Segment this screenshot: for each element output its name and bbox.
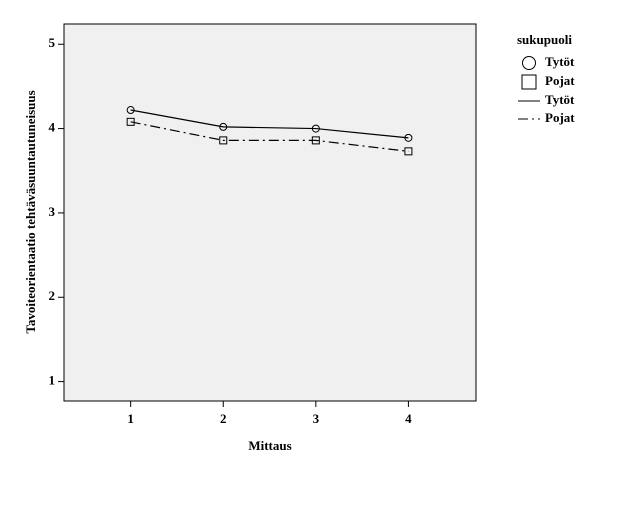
series-line	[130, 109, 409, 139]
legend-label: Pojat	[545, 110, 575, 125]
legend-marker	[522, 56, 536, 70]
x-tick-label: 3	[313, 411, 320, 426]
series-line	[130, 121, 409, 152]
legend-title: sukupuoli	[517, 32, 572, 47]
marker	[311, 124, 320, 133]
plot-area	[63, 23, 477, 402]
marker	[126, 117, 135, 126]
y-tick-label: 4	[49, 120, 56, 135]
legend-label: Tytöt	[545, 54, 575, 69]
marker	[311, 136, 320, 145]
marker	[404, 133, 413, 142]
y-tick-label: 3	[49, 204, 56, 219]
x-axis-label: Mittaus	[248, 438, 291, 453]
x-tick-label: 1	[127, 411, 134, 426]
x-tick-label: 2	[220, 411, 227, 426]
x-tick-label: 4	[405, 411, 412, 426]
marker	[219, 136, 228, 145]
y-tick-label: 5	[49, 35, 56, 50]
legend-label: Tytöt	[545, 92, 575, 107]
marker	[126, 106, 135, 115]
y-axis-label: Tavoiteorientaatio tehtäväsuuntautuneisu…	[23, 90, 38, 333]
y-tick-label: 1	[49, 373, 56, 388]
marker	[404, 147, 413, 156]
legend-label: Pojat	[545, 73, 575, 88]
marker	[219, 122, 228, 131]
y-tick-label: 2	[49, 288, 56, 303]
legend-marker	[521, 74, 537, 90]
